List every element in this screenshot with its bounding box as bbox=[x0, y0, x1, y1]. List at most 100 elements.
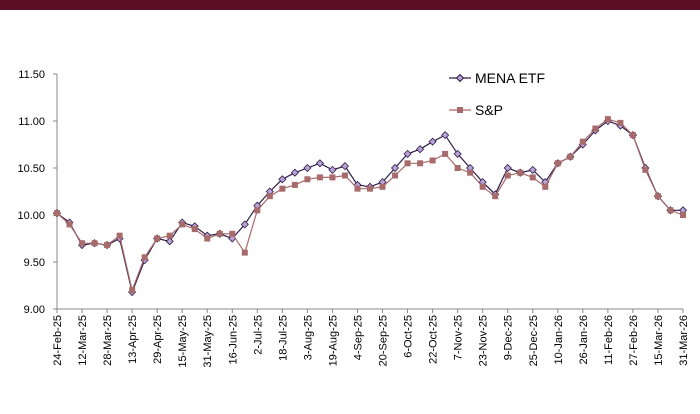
marker bbox=[141, 254, 148, 261]
x-tick-label: 11-Feb-26 bbox=[603, 315, 615, 365]
x-tick-label: 13-Apr-25 bbox=[127, 315, 139, 364]
marker bbox=[303, 163, 312, 173]
x-tick-label: 27-Feb-26 bbox=[628, 315, 640, 366]
marker bbox=[529, 174, 536, 181]
x-tick-label: 24-Feb-25 bbox=[52, 315, 64, 366]
legend-marker bbox=[455, 73, 465, 83]
marker bbox=[116, 232, 123, 239]
marker bbox=[503, 163, 512, 173]
marker bbox=[392, 172, 399, 179]
marker bbox=[354, 185, 361, 192]
y-tick-label: 11.00 bbox=[18, 116, 45, 128]
x-tick-label: 6-Oct-25 bbox=[403, 315, 415, 358]
marker bbox=[390, 163, 400, 173]
marker bbox=[453, 149, 462, 158]
marker bbox=[429, 157, 436, 164]
marker bbox=[91, 240, 98, 247]
marker bbox=[79, 240, 86, 247]
x-tick-label: 10-Jan-26 bbox=[553, 315, 565, 365]
marker bbox=[667, 207, 674, 214]
series-line bbox=[56, 118, 684, 293]
marker bbox=[592, 125, 599, 132]
marker bbox=[179, 221, 186, 228]
marker bbox=[241, 249, 248, 256]
marker bbox=[279, 185, 286, 192]
y-tick-label: 11.50 bbox=[18, 69, 45, 81]
marker bbox=[579, 138, 586, 145]
marker bbox=[129, 287, 136, 294]
marker bbox=[54, 210, 60, 217]
y-tick-label: 9.00 bbox=[24, 304, 45, 316]
marker bbox=[517, 169, 524, 176]
marker bbox=[454, 165, 461, 171]
x-tick-label: 16-Jun-25 bbox=[227, 315, 239, 365]
marker bbox=[379, 183, 386, 190]
marker bbox=[428, 137, 437, 146]
marker bbox=[254, 207, 261, 214]
series-line bbox=[56, 120, 683, 295]
marker bbox=[416, 145, 425, 154]
marker bbox=[66, 221, 73, 228]
x-tick-label: 31-Mar-26 bbox=[678, 315, 690, 366]
marker bbox=[479, 183, 486, 190]
x-tick-label: 15-May-25 bbox=[177, 315, 189, 368]
marker bbox=[542, 183, 549, 190]
legend-marker bbox=[457, 107, 463, 113]
marker bbox=[166, 232, 173, 239]
x-tick-label: 19-Aug-25 bbox=[327, 315, 339, 366]
marker bbox=[278, 175, 287, 184]
marker bbox=[417, 160, 424, 167]
marker bbox=[367, 185, 373, 192]
marker bbox=[240, 220, 249, 229]
header-bar bbox=[0, 0, 700, 10]
marker bbox=[229, 230, 236, 237]
x-tick-label: 23-Nov-25 bbox=[478, 315, 490, 366]
x-tick-label: 18-Jul-25 bbox=[277, 315, 289, 361]
x-tick-label: 2-Jul-25 bbox=[252, 315, 264, 355]
x-tick-label: 28-Mar-25 bbox=[102, 315, 114, 366]
marker bbox=[654, 193, 661, 200]
marker bbox=[629, 132, 636, 139]
y-tick-label: 10.50 bbox=[17, 163, 45, 175]
marker bbox=[266, 193, 273, 200]
marker bbox=[304, 176, 311, 183]
marker bbox=[329, 174, 336, 181]
marker bbox=[316, 174, 323, 181]
legend-label: S&P bbox=[475, 102, 503, 118]
x-tick-label: 29-Apr-25 bbox=[152, 315, 164, 364]
marker bbox=[403, 149, 412, 158]
marker bbox=[680, 212, 686, 218]
x-tick-label: 31-May-25 bbox=[202, 315, 214, 368]
marker bbox=[404, 160, 411, 167]
marker bbox=[291, 181, 298, 188]
marker bbox=[315, 159, 324, 168]
marker bbox=[528, 165, 537, 174]
marker bbox=[504, 172, 511, 179]
marker bbox=[567, 153, 574, 160]
marker bbox=[492, 193, 499, 200]
marker bbox=[191, 226, 198, 233]
marker bbox=[104, 242, 111, 249]
marker bbox=[467, 169, 474, 176]
marker bbox=[216, 230, 223, 237]
marker bbox=[328, 165, 337, 174]
marker bbox=[441, 131, 450, 140]
marker bbox=[290, 168, 299, 177]
x-tick-label: 15-Mar-26 bbox=[653, 315, 665, 366]
x-tick-label: 25-Dec-25 bbox=[528, 315, 540, 366]
x-tick-label: 12-Mar-25 bbox=[77, 315, 89, 366]
marker bbox=[204, 235, 211, 242]
y-tick-label: 10.00 bbox=[17, 210, 45, 222]
marker bbox=[604, 116, 611, 123]
y-tick-label: 9.50 bbox=[24, 257, 45, 269]
x-tick-label: 7-Nov-25 bbox=[453, 315, 465, 360]
legend-label: MENA ETF bbox=[475, 70, 545, 86]
x-tick-label: 20-Sep-25 bbox=[378, 315, 390, 366]
x-tick-label: 22-Oct-25 bbox=[428, 315, 440, 364]
marker bbox=[442, 150, 449, 157]
marker bbox=[617, 119, 624, 126]
marker bbox=[154, 235, 161, 242]
x-tick-label: 3-Aug-25 bbox=[302, 315, 314, 360]
marker bbox=[340, 162, 350, 171]
